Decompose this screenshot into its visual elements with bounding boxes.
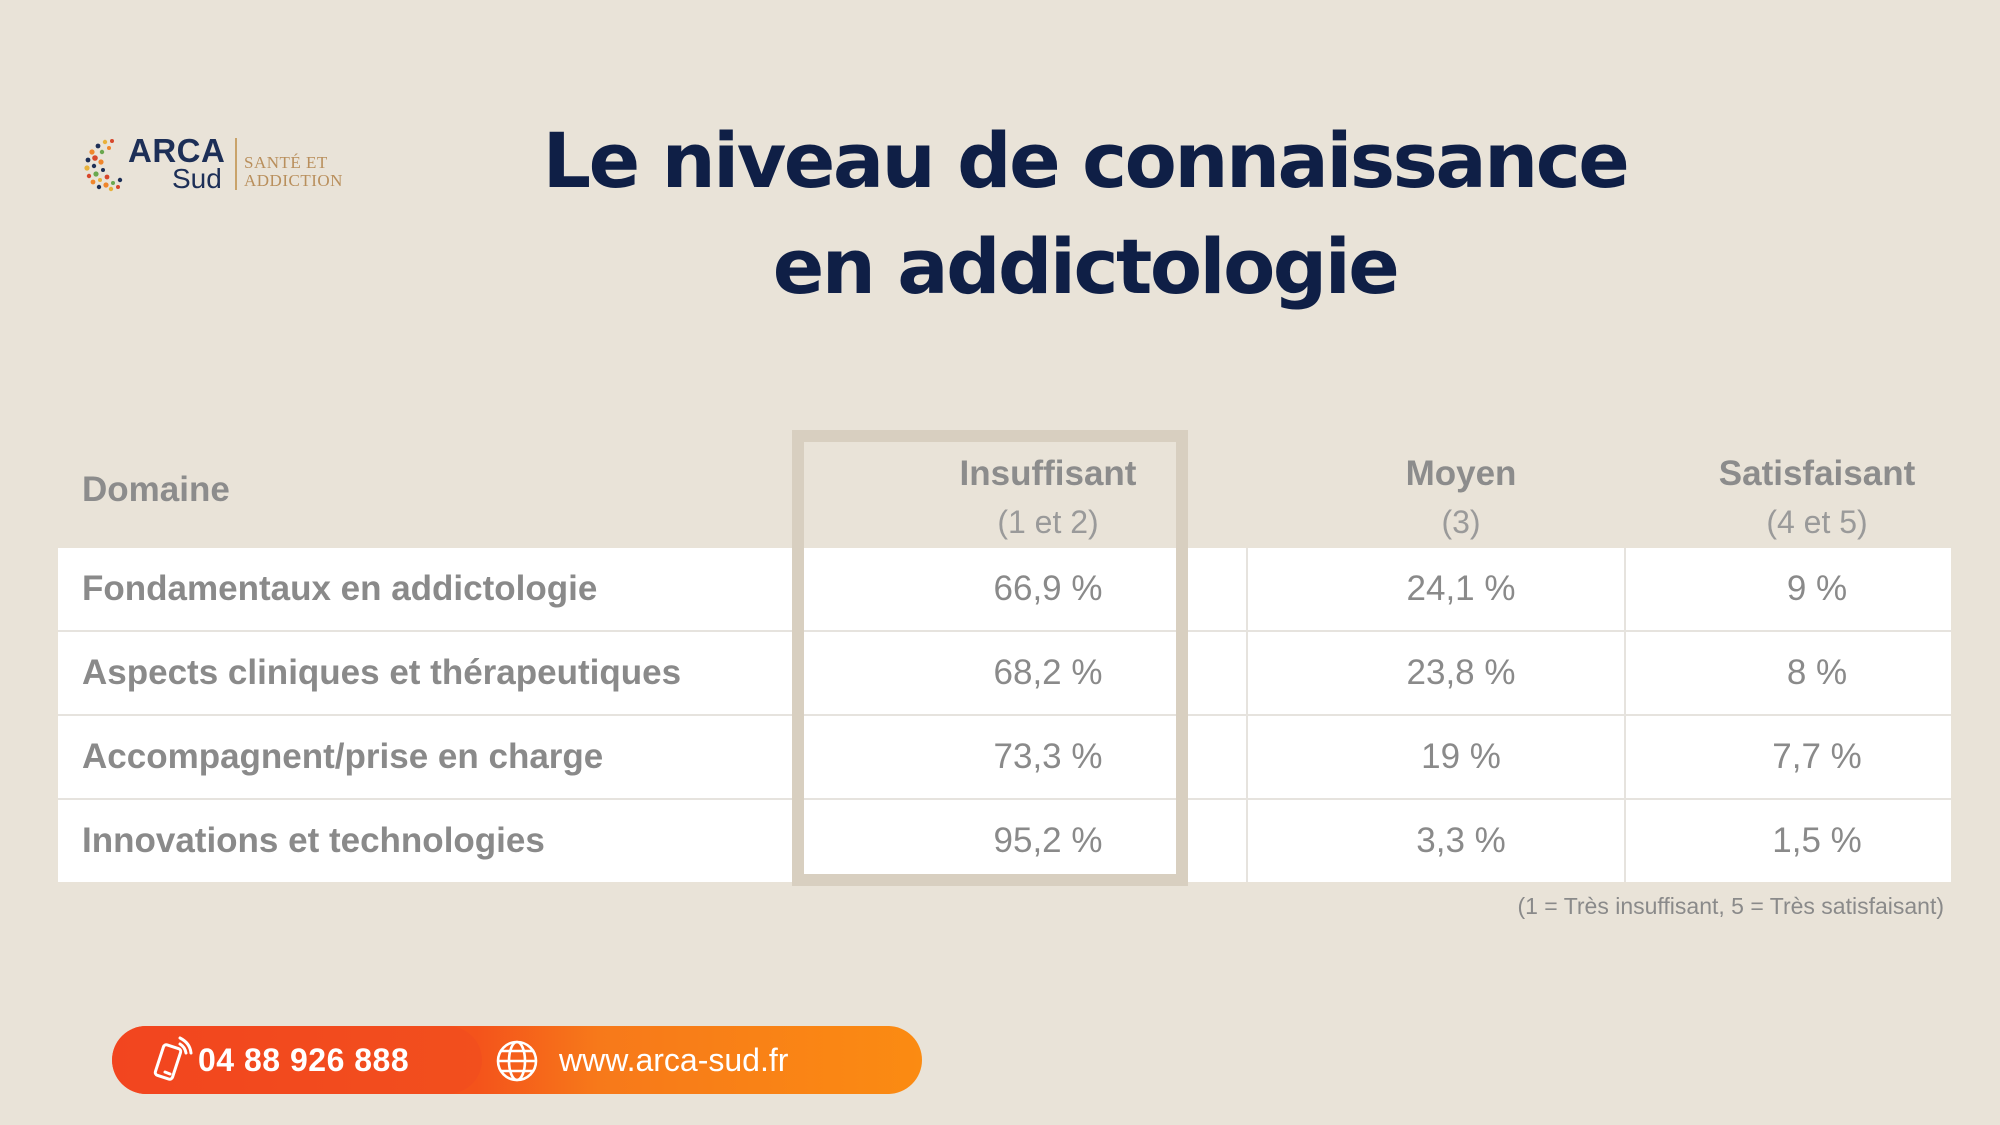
header-moyen-label: Moyen: [1405, 454, 1517, 493]
row-insuffisant: 73,3 %: [993, 737, 1103, 776]
logo-tagline-line1: SANTÉ ET: [244, 153, 328, 172]
page-title: Le niveau de connaissance en addictologi…: [460, 108, 1710, 320]
row-domain: Accompagnent/prise en charge: [82, 737, 604, 776]
table-row: Fondamentaux en addictologie 66,9 % 24,1…: [58, 548, 1951, 632]
row-moyen: 19 %: [1421, 737, 1501, 776]
logo-subname: Sud: [172, 163, 222, 194]
table-row: Innovations et technologies 95,2 % 3,3 %…: [58, 800, 1951, 882]
logo-divider: [235, 138, 237, 190]
contact-bar: 04 88 926 888 www.arca-sud.fr: [112, 1026, 922, 1094]
scale-footnote: (1 = Très insuffisant, 5 = Très satisfai…: [1517, 893, 1944, 919]
header-satisfaisant-label: Satisfaisant: [1718, 454, 1916, 493]
table-header: Domaine Insuffisant (1 et 2) Moyen (3) S…: [58, 430, 1951, 548]
header-moyen: Moyen (3): [1298, 430, 1624, 568]
header-insuffisant: Insuffisant (1 et 2): [806, 430, 1290, 568]
logo-tagline: SANTÉ ET ADDICTION: [244, 154, 343, 190]
row-satisfaisant: 8 %: [1786, 653, 1848, 692]
knowledge-table: Domaine Insuffisant (1 et 2) Moyen (3) S…: [58, 430, 1951, 882]
phone-link[interactable]: 04 88 926 888: [112, 1026, 482, 1094]
header-insuffisant-label: Insuffisant: [959, 454, 1137, 493]
table-row: Aspects cliniques et thérapeutiques 68,2…: [58, 632, 1951, 716]
row-satisfaisant: 7,7 %: [1772, 737, 1862, 776]
row-insuffisant: 68,2 %: [993, 653, 1103, 692]
page-title-line2: en addictologie: [772, 222, 1400, 311]
row-domain: Aspects cliniques et thérapeutiques: [82, 653, 682, 692]
row-satisfaisant: 9 %: [1786, 569, 1848, 608]
arca-sud-logo: ARCA Sud SANTÉ ET ADDICTION: [82, 134, 372, 194]
row-domain: Innovations et technologies: [82, 821, 545, 860]
logo-name: ARCA: [128, 132, 226, 169]
header-domain: Domaine: [82, 470, 230, 509]
row-domain: Fondamentaux en addictologie: [82, 569, 598, 608]
logo-dots-icon: [84, 139, 123, 192]
row-moyen: 23,8 %: [1406, 653, 1516, 692]
header-insuffisant-sub: (1 et 2): [997, 504, 1099, 540]
row-satisfaisant: 1,5 %: [1772, 821, 1862, 860]
page-title-line1: Le niveau de connaissance: [542, 116, 1630, 205]
website-link[interactable]: www.arca-sud.fr: [559, 1042, 789, 1078]
phone-number: 04 88 926 888: [198, 1042, 410, 1078]
header-satisfaisant: Satisfaisant (4 et 5): [1624, 430, 2000, 568]
header-satisfaisant-sub: (4 et 5): [1766, 504, 1868, 540]
phone-icon: [153, 1036, 193, 1081]
row-moyen: 24,1 %: [1406, 569, 1516, 608]
logo-tagline-line2: ADDICTION: [244, 171, 343, 190]
table-body: Fondamentaux en addictologie 66,9 % 24,1…: [58, 548, 1951, 882]
table-row: Accompagnent/prise en charge 73,3 % 19 %…: [58, 716, 1951, 800]
row-insuffisant: 95,2 %: [993, 821, 1103, 860]
globe-icon: [496, 1040, 538, 1082]
row-moyen: 3,3 %: [1416, 821, 1506, 860]
header-moyen-sub: (3): [1441, 504, 1481, 540]
row-insuffisant: 66,9 %: [993, 569, 1103, 608]
